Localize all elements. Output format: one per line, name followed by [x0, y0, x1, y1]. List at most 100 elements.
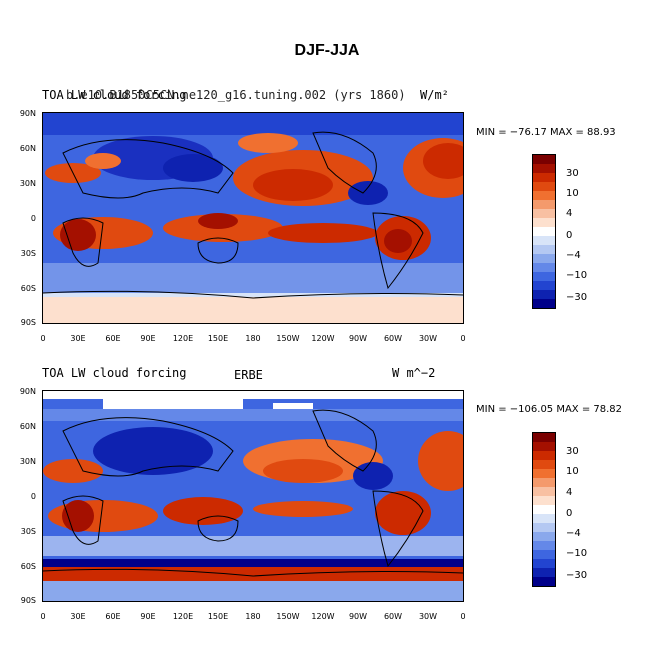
panel2-colorbar-label: 30	[566, 446, 579, 457]
colorbar-swatch	[533, 191, 555, 200]
panel2-colorbar-label: −30	[566, 570, 588, 581]
panel2-lon-tick: 90W	[348, 612, 368, 621]
panel1-colorbar-label: 10	[566, 188, 579, 199]
panel1-minmax: MIN = −76.17 MAX = 88.93	[476, 127, 616, 138]
panel2-lon-tick: 0	[40, 612, 46, 621]
panel2-lon-tick: 150W	[276, 612, 300, 621]
panel1-lon-tick: 90W	[348, 334, 368, 343]
panel2-lon-tick: 60W	[383, 612, 403, 621]
panel1-lon-tick: 30W	[418, 334, 438, 343]
panel2-units-label: W m^−2	[392, 366, 436, 380]
panel1-map	[42, 112, 464, 324]
panel2-colorbar-label: 0	[566, 508, 573, 519]
colorbar-swatch	[533, 541, 555, 550]
panel1-colorbar-label: 0	[566, 230, 573, 241]
panel2-left-label: TOA LW cloud forcing	[42, 366, 187, 380]
panel2-lat-tick: 30N	[19, 457, 36, 466]
panel2-lon-tick: 180	[245, 612, 261, 621]
colorbar-swatch	[533, 218, 555, 227]
panel2-lon-tick: 120E	[172, 612, 194, 621]
panel2-lat-tick: 90S	[20, 596, 36, 605]
panel2-minmax: MIN = −106.05 MAX = 78.82	[476, 404, 623, 415]
colorbar-swatch	[533, 478, 555, 487]
panel1-lon-tick: 120E	[172, 334, 194, 343]
panel1-colorbar-label: 30	[566, 168, 579, 179]
panel1-colorbar-label: −30	[566, 292, 588, 303]
colorbar-swatch	[533, 433, 555, 442]
panel1-center-label: b.e10.B1850C5CN.ne120_g16.tuning.002 (yr…	[66, 88, 406, 102]
panel2-lon-tick: 60E	[105, 612, 121, 621]
colorbar-swatch	[533, 254, 555, 263]
panel2-lat-tick: 60S	[20, 562, 36, 571]
colorbar-swatch	[533, 281, 555, 290]
panel2-lon-tick: 150E	[207, 612, 229, 621]
panel1-lat-tick: 0	[30, 214, 36, 223]
panel2-lon-tick: 120W	[311, 612, 335, 621]
panel2-lon-tick: 90E	[140, 612, 156, 621]
colorbar-swatch	[533, 442, 555, 451]
panel2-lon-tick: 30E	[70, 612, 86, 621]
panel1-units-label: W/m²	[420, 88, 449, 102]
colorbar-swatch	[533, 460, 555, 469]
colorbar-swatch	[533, 209, 555, 218]
panel1-lat-tick: 90S	[20, 318, 36, 327]
colorbar-swatch	[533, 245, 555, 254]
panel1-lon-tick: 30E	[70, 334, 86, 343]
panel1-lat-tick: 90N	[19, 109, 36, 118]
panel1-lon-tick: 60W	[383, 334, 403, 343]
colorbar-swatch	[533, 155, 555, 164]
panel1-lat-tick: 30S	[20, 249, 36, 258]
panel1-lon-tick: 0	[40, 334, 46, 343]
panel2-colorbar	[532, 432, 556, 587]
colorbar-swatch	[533, 290, 555, 299]
figure-title: DJF-JJA	[294, 42, 360, 59]
panel1-colorbar-label: −10	[566, 270, 588, 281]
panel2-colorbar-label: −10	[566, 548, 588, 559]
panel1-colorbar	[532, 154, 556, 309]
colorbar-swatch	[533, 272, 555, 281]
panel1-colorbar-label: 4	[566, 208, 573, 219]
colorbar-swatch	[533, 200, 555, 209]
panel1-lon-tick: 60E	[105, 334, 121, 343]
panel1-lat-tick: 30N	[19, 179, 36, 188]
colorbar-swatch	[533, 263, 555, 272]
panel2-lat-tick: 30S	[20, 527, 36, 536]
panel1-colorbar-label: −4	[566, 250, 581, 261]
colorbar-swatch	[533, 487, 555, 496]
colorbar-swatch	[533, 559, 555, 568]
panel2-colorbar-label: 10	[566, 466, 579, 477]
panel2-field-svg	[43, 391, 463, 601]
colorbar-swatch	[533, 299, 555, 308]
panel2-lat-tick: 90N	[19, 387, 36, 396]
colorbar-swatch	[533, 496, 555, 505]
colorbar-swatch	[533, 469, 555, 478]
colorbar-swatch	[533, 227, 555, 236]
panel1-lat-tick: 60S	[20, 284, 36, 293]
panel1-lon-tick: 180	[245, 334, 261, 343]
panel1-lat-tick: 60N	[19, 144, 36, 153]
panel1-lon-tick: 120W	[311, 334, 335, 343]
panel2-center-label: ERBE	[234, 368, 263, 382]
panel1-lon-tick: 90E	[140, 334, 156, 343]
colorbar-swatch	[533, 550, 555, 559]
panel1-lon-tick: 0	[460, 334, 466, 343]
colorbar-swatch	[533, 164, 555, 173]
panel1-left-label: TOA LW cloud forcing	[42, 88, 187, 102]
panel2-colorbar-label: −4	[566, 528, 581, 539]
colorbar-swatch	[533, 514, 555, 523]
panel2-lat-tick: 0	[30, 492, 36, 501]
colorbar-swatch	[533, 523, 555, 532]
colorbar-swatch	[533, 182, 555, 191]
colorbar-swatch	[533, 451, 555, 460]
colorbar-swatch	[533, 577, 555, 586]
panel1-lon-tick: 150W	[276, 334, 300, 343]
colorbar-swatch	[533, 532, 555, 541]
panel2-colorbar-label: 4	[566, 487, 573, 498]
colorbar-swatch	[533, 173, 555, 182]
panel1-lon-tick: 150E	[207, 334, 229, 343]
panel2-map	[42, 390, 464, 602]
colorbar-swatch	[533, 236, 555, 245]
panel2-lon-tick: 30W	[418, 612, 438, 621]
colorbar-swatch	[533, 505, 555, 514]
colorbar-swatch	[533, 568, 555, 577]
